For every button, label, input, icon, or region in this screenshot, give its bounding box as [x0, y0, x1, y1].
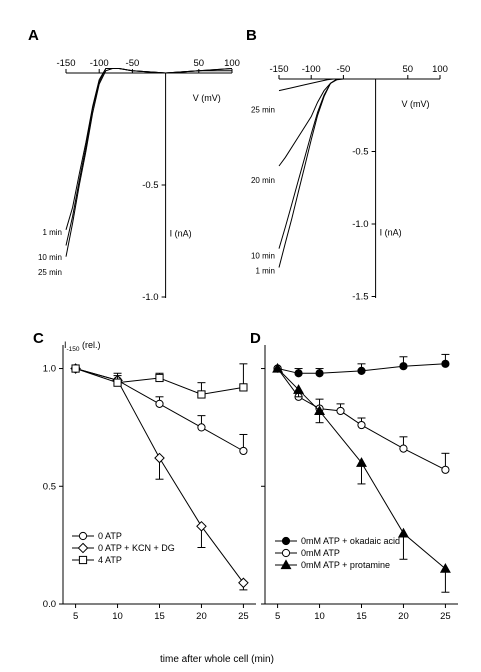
x-tick-label: 5	[275, 611, 280, 622]
trace-1-min	[278, 78, 440, 268]
trace-label: 1 min	[42, 228, 62, 237]
y-tick-label: -1.0	[142, 292, 158, 303]
x-tick-label: 10	[314, 611, 325, 622]
data-point-circle-filled	[441, 359, 450, 368]
y-axis-label: I (nA)	[380, 228, 402, 238]
x-tick-label: -100	[90, 58, 109, 69]
data-point-square-open	[197, 390, 206, 399]
x-tick-label: 25	[440, 611, 451, 622]
y-tick-label: -1.5	[352, 292, 368, 303]
data-point-square-open	[78, 555, 88, 565]
data-point-square-open	[71, 364, 80, 373]
trace-label: 20 min	[251, 176, 275, 185]
data-point-diamond-open	[196, 520, 207, 532]
data-point-diamond-open	[77, 542, 89, 554]
panel-label-c: C	[33, 330, 44, 347]
x-tick-label: -150	[56, 58, 75, 69]
data-point-circle-filled	[294, 369, 303, 378]
x-tick-label: -100	[302, 64, 321, 75]
panel-label-d: D	[250, 330, 261, 347]
trace-25-min	[65, 68, 233, 257]
legend-entry: 0 ATP	[98, 531, 122, 541]
data-point-triangle-filled	[398, 527, 409, 538]
x-tick-label: 100	[432, 64, 448, 75]
x-tick-label: 20	[398, 611, 409, 622]
x-tick-label: 50	[403, 64, 414, 75]
y-tick-label: 0.0	[43, 599, 56, 610]
data-point-diamond-open	[154, 452, 165, 464]
data-point-triangle-filled	[356, 457, 367, 467]
y-tick-label: 1.0	[43, 364, 56, 375]
data-point-triangle-filled	[280, 559, 292, 570]
data-point-circle-open	[336, 406, 345, 416]
trace-label: 10 min	[251, 252, 275, 261]
x-tick-label: 20	[196, 611, 207, 622]
y-tick-label: 0.5	[43, 481, 56, 492]
data-point-triangle-filled	[439, 563, 451, 573]
x-tick-label: -150	[269, 64, 288, 75]
x-tick-label: -50	[126, 58, 140, 69]
data-point-square-open	[113, 378, 122, 387]
data-point-circle-open	[357, 420, 366, 430]
data-point-square-open	[239, 383, 248, 392]
x-tick-label: 15	[154, 611, 165, 622]
trace-label: 1 min	[255, 267, 275, 276]
panel-b-iv-plot: -150 -100 -50 50 100 -0.5 -1.0 -1.5 V (mV) I (nA)…	[251, 64, 448, 303]
legend-entry: 4 ATP	[98, 555, 122, 565]
data-point-circle-filled	[281, 536, 291, 546]
data-point-circle-open	[78, 531, 88, 541]
legend-entry: 0 ATP + KCN + DG	[98, 543, 175, 553]
series-line-triangle-filled	[277, 368, 446, 570]
panel-label-a: A	[28, 27, 39, 44]
data-point-circle-open	[399, 444, 408, 453]
x-tick-label: 5	[73, 611, 78, 622]
trace-label: 25 min	[38, 268, 62, 277]
x-tick-label: 50	[194, 58, 205, 69]
data-point-square-open	[155, 373, 164, 383]
panel-label-b: B	[246, 27, 257, 44]
legend-entry: 0mM ATP	[301, 548, 340, 558]
x-tick-label: 25	[238, 611, 249, 622]
legend-entry: 0mM ATP + okadaic acid	[301, 536, 400, 546]
data-point-circle-open	[197, 423, 206, 432]
trace-label: 25 min	[251, 106, 275, 115]
data-point-circle-filled	[357, 366, 366, 375]
data-point-diamond-open	[238, 577, 249, 589]
data-point-circle-open	[441, 465, 450, 474]
y-tick-label: -0.5	[352, 147, 368, 158]
panel-c-time-plot: 5 10 15 20 25 0.0 0.5 1.0 0 ATP 0 ATP + KCN + DG 4…	[43, 340, 256, 622]
data-point-circle-open	[239, 446, 248, 456]
trace-25-min	[278, 78, 440, 92]
data-point-circle-filled	[399, 362, 408, 371]
data-point-circle-open	[155, 399, 164, 408]
y-axis-label: I (nA)	[170, 229, 192, 239]
x-axis-label: V (mV)	[402, 99, 430, 109]
legend-entry: 0mM ATP + protamine	[301, 560, 390, 570]
data-point-triangle-filled	[314, 405, 325, 416]
panel-a-iv-plot: -150 -100 -50 50 100 -0.5 -1.0 V (mV) I (nA) 1 mi…	[38, 58, 240, 303]
data-point-triangle-filled	[293, 384, 305, 394]
y-axis-label: I-150 (rel.)	[64, 340, 101, 353]
x-tick-label: 15	[356, 611, 367, 622]
x-axis-label-time: time after whole cell (min)	[160, 654, 274, 665]
x-axis-label: V (mV)	[193, 93, 221, 103]
data-point-circle-open	[281, 548, 291, 558]
x-tick-label: 10	[112, 611, 123, 622]
x-tick-label: -50	[337, 64, 351, 75]
y-tick-label: -0.5	[142, 180, 158, 191]
trace-label: 10 min	[38, 253, 62, 262]
y-tick-label: -1.0	[352, 219, 368, 230]
x-tick-label: 100	[224, 58, 240, 69]
data-point-triangle-filled	[272, 362, 284, 373]
data-point-circle-filled	[315, 369, 324, 378]
panel-d-time-plot: 5 10 15 20 25 0mM ATP + okadaic acid 0mM ATP 0m…	[261, 345, 458, 622]
